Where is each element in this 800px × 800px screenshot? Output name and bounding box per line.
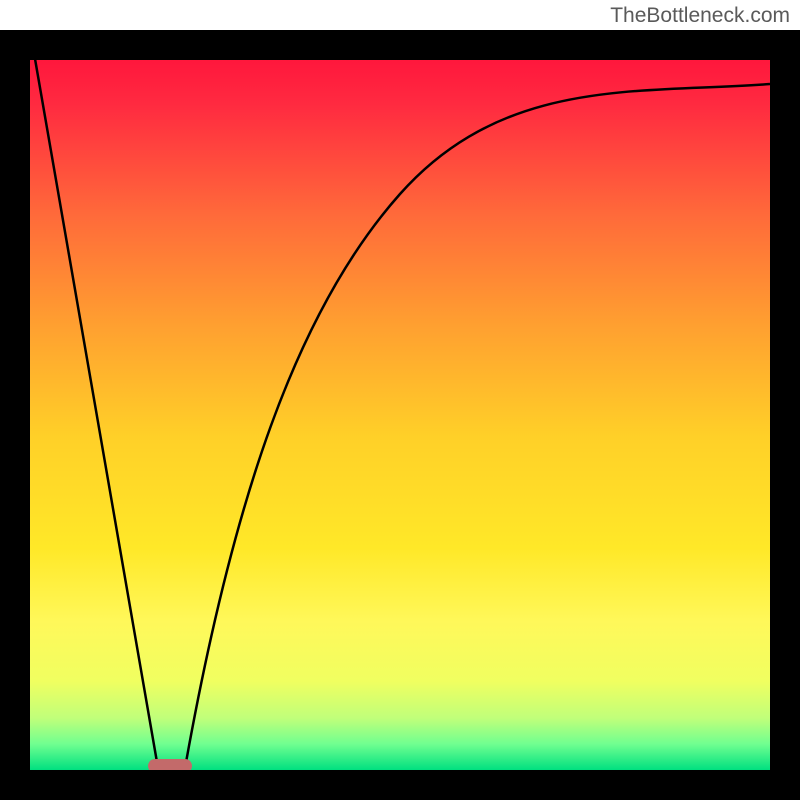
chart-container: TheBottleneck.com: [0, 0, 800, 800]
gradient-background: [30, 30, 770, 770]
watermark-text: TheBottleneck.com: [610, 4, 790, 28]
bottleneck-chart: [0, 0, 800, 800]
